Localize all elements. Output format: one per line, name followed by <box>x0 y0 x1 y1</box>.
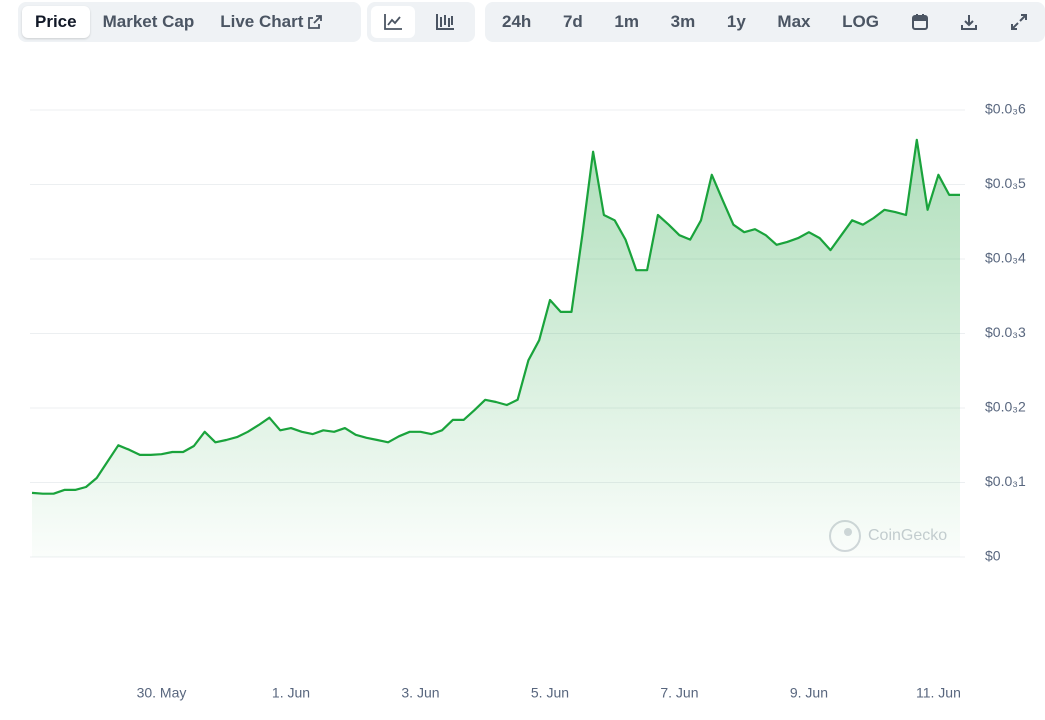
x-tick-label: 9. Jun <box>790 685 828 701</box>
calendar-button[interactable] <box>898 6 942 38</box>
range-button[interactable]: 24h <box>502 12 532 31</box>
y-tick-label: $0.0₃3 <box>985 324 1026 340</box>
range-button[interactable]: 7d <box>562 12 583 31</box>
y-tick-label: $0.0₃1 <box>985 473 1026 489</box>
download-button[interactable] <box>947 6 991 38</box>
range-button[interactable]: 1m <box>614 12 639 31</box>
range-button[interactable]: 3m <box>670 12 696 31</box>
y-tick-label: $0 <box>985 548 1001 564</box>
watermark-text: CoinGecko <box>868 527 947 544</box>
tab[interactable]: Market Cap <box>102 12 195 31</box>
range-button[interactable]: Max <box>777 12 811 31</box>
x-tick-label: 1. Jun <box>272 685 310 701</box>
external-icon <box>308 15 323 29</box>
tab[interactable]: Price <box>22 6 90 38</box>
price-area <box>32 139 960 558</box>
watermark: CoinGecko <box>829 520 947 552</box>
price-line <box>31 138 960 495</box>
range-group: 24h 7d 1m 3m 1y Max LOG <box>485 2 1045 42</box>
x-tick-label: 3. Jun <box>401 685 439 701</box>
y-tick-label: $0.0₃5 <box>985 175 1026 191</box>
x-tick-label: 7. Jun <box>660 685 698 701</box>
x-tick-label: 11. Jun <box>916 685 961 701</box>
tab-group: Price Market Cap Live Chart <box>18 2 361 42</box>
candle-chart-button[interactable] <box>423 6 467 38</box>
x-tick-label: 30. May <box>137 685 187 701</box>
log-button[interactable]: LOG <box>842 12 879 31</box>
y-tick-label: $0.0₃4 <box>985 250 1026 266</box>
range-button[interactable]: 1y <box>726 12 746 31</box>
x-tick-label: 5. Jun <box>531 685 569 701</box>
line-chart-button[interactable] <box>371 6 415 38</box>
tab[interactable]: Live Chart <box>220 12 304 31</box>
chart-type-group <box>367 2 475 42</box>
fullscreen-button[interactable] <box>997 6 1041 38</box>
y-tick-label: $0.0₃6 <box>985 101 1026 117</box>
y-tick-label: $0.0₃2 <box>985 399 1026 415</box>
